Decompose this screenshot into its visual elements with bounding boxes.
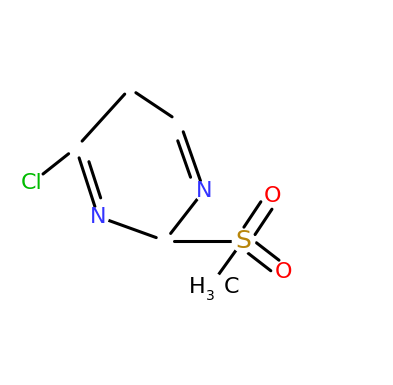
Text: 3: 3: [206, 290, 215, 303]
Text: C: C: [224, 277, 239, 297]
Text: O: O: [264, 186, 281, 206]
Text: Cl: Cl: [20, 173, 42, 193]
Text: H: H: [189, 277, 206, 297]
Text: N: N: [90, 207, 107, 227]
Text: O: O: [275, 262, 292, 282]
Text: N: N: [196, 181, 212, 201]
Text: S: S: [235, 229, 251, 253]
